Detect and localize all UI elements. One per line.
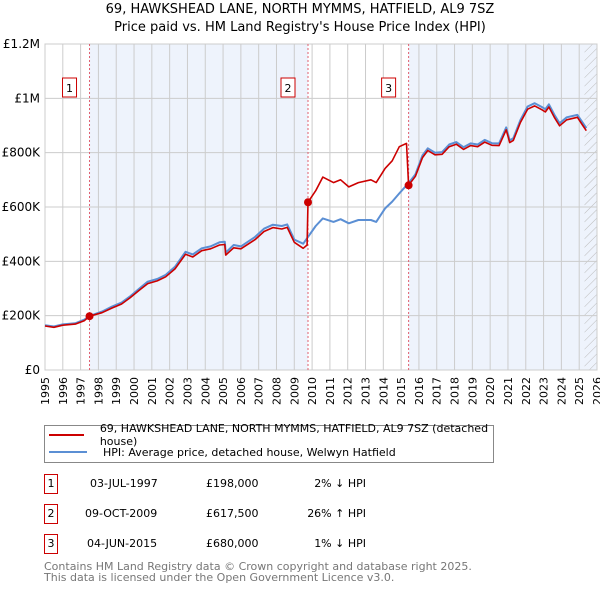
- x-tick-label: 2019: [466, 377, 479, 405]
- x-tick-label: 2013: [360, 377, 373, 405]
- y-tick-label: £1.2M: [3, 37, 40, 51]
- sale-number: 1: [44, 474, 58, 494]
- legend-swatch-property: [49, 434, 84, 436]
- sale-price: £617,500: [206, 507, 259, 520]
- x-tick-label: 1999: [110, 377, 123, 405]
- sale-number: 3: [44, 534, 58, 554]
- sale-label-box: [62, 77, 78, 98]
- x-tick-label: 2002: [164, 377, 177, 405]
- sale-row: 2 09-OCT-2009 £617,500 26% ↑ HPI: [44, 504, 444, 524]
- y-tick-label: £400K: [2, 254, 42, 268]
- x-tick-label: 2024: [555, 377, 568, 405]
- x-tick-label: 2011: [324, 377, 337, 405]
- x-tick-label: 2025: [573, 377, 586, 405]
- legend-item-property: 69, HAWKSHEAD LANE, NORTH MYMMS, HATFIEL…: [45, 422, 493, 448]
- y-tick-label: £800K: [2, 146, 42, 160]
- sale-hpi-diff: 26% ↑ HPI: [307, 507, 366, 520]
- x-tick-label: 2009: [288, 377, 301, 405]
- x-tick-label: 2015: [395, 377, 408, 405]
- x-tick-label: 2003: [181, 377, 194, 405]
- y-tick-label: £600K: [2, 200, 42, 214]
- x-tick-label: 2000: [128, 377, 141, 405]
- sale-label-number: 3: [385, 82, 392, 95]
- chart-subtitle: Price paid vs. HM Land Registry's House …: [114, 20, 486, 35]
- sale-label-number: 2: [285, 82, 292, 95]
- series-line-property: [44, 105, 587, 329]
- y-tick-label: £200K: [2, 309, 42, 323]
- price-chart: 1995 1996 1997 1998 1999 2000 2001 2002 2003 2004…: [2, 37, 600, 405]
- x-tick-label: 2007: [253, 377, 266, 405]
- x-tick-label: 2021: [502, 377, 515, 405]
- legend-item-hpi: HPI: Average price, detached house, Welw…: [45, 444, 396, 460]
- sale-label-box: [381, 77, 397, 98]
- legend-swatch-hpi: [49, 451, 87, 453]
- sale-date: 04-JUN-2015: [87, 537, 158, 550]
- x-tick-label: 2001: [146, 377, 159, 405]
- y-tick-label: £1M: [14, 91, 40, 105]
- footer-licence: This data is licensed under the Open Gov…: [44, 571, 395, 584]
- sale-point: [404, 181, 413, 190]
- sale-hpi-diff: 2% ↓ HPI: [314, 477, 366, 490]
- x-tick-label: 2020: [484, 377, 497, 405]
- sale-date: 09-OCT-2009: [85, 507, 158, 520]
- sale-price: £680,000: [206, 537, 259, 550]
- x-tick-label: 2010: [306, 377, 319, 405]
- sale-point: [304, 198, 313, 207]
- sale-price: £198,000: [206, 477, 259, 490]
- x-tick-label: 2012: [342, 377, 355, 405]
- x-tick-label: 2004: [199, 377, 212, 405]
- legend: 69, HAWKSHEAD LANE, NORTH MYMMS, HATFIEL…: [44, 422, 494, 463]
- plot-frame: [44, 43, 598, 371]
- x-tick-label: 2016: [413, 377, 426, 405]
- chart-title: 69, HAWKSHEAD LANE, NORTH MYMMS, HATFIEL…: [105, 2, 495, 17]
- sale-number: 2: [44, 504, 58, 524]
- sale-date: 03-JUL-1997: [90, 477, 158, 490]
- x-tick-label: 2006: [235, 377, 248, 405]
- x-tick-label: 2018: [449, 377, 462, 405]
- x-tick-label: 1995: [39, 377, 52, 405]
- x-tick-label: 2008: [270, 377, 283, 405]
- x-tick-label: 2014: [377, 377, 390, 405]
- legend-label-property: 69, HAWKSHEAD LANE, NORTH MYMMS, HATFIEL…: [99, 422, 489, 448]
- sale-point: [85, 312, 94, 321]
- x-tick-label: 2026: [591, 377, 600, 405]
- x-tick-label: 2017: [431, 377, 444, 405]
- x-tick-label: 2023: [538, 377, 551, 405]
- x-tick-label: 2005: [217, 377, 230, 405]
- sale-row: 3 04-JUN-2015 £680,000 1% ↓ HPI: [44, 534, 444, 554]
- y-tick-label: £0: [25, 363, 40, 377]
- x-tick-label: 1998: [92, 377, 105, 405]
- x-tick-label: 1997: [75, 377, 88, 405]
- sale-row: 1 03-JUL-1997 £198,000 2% ↓ HPI: [44, 474, 444, 494]
- sale-hpi-diff: 1% ↓ HPI: [314, 537, 366, 550]
- footer-copyright: Contains HM Land Registry data © Crown c…: [44, 560, 472, 573]
- x-tick-label: 1996: [57, 377, 70, 405]
- legend-label-hpi: HPI: Average price, detached house, Welw…: [103, 445, 396, 459]
- sale-label-number: 1: [66, 82, 73, 95]
- x-tick-label: 2022: [520, 377, 533, 405]
- sale-label-box: [280, 77, 296, 98]
